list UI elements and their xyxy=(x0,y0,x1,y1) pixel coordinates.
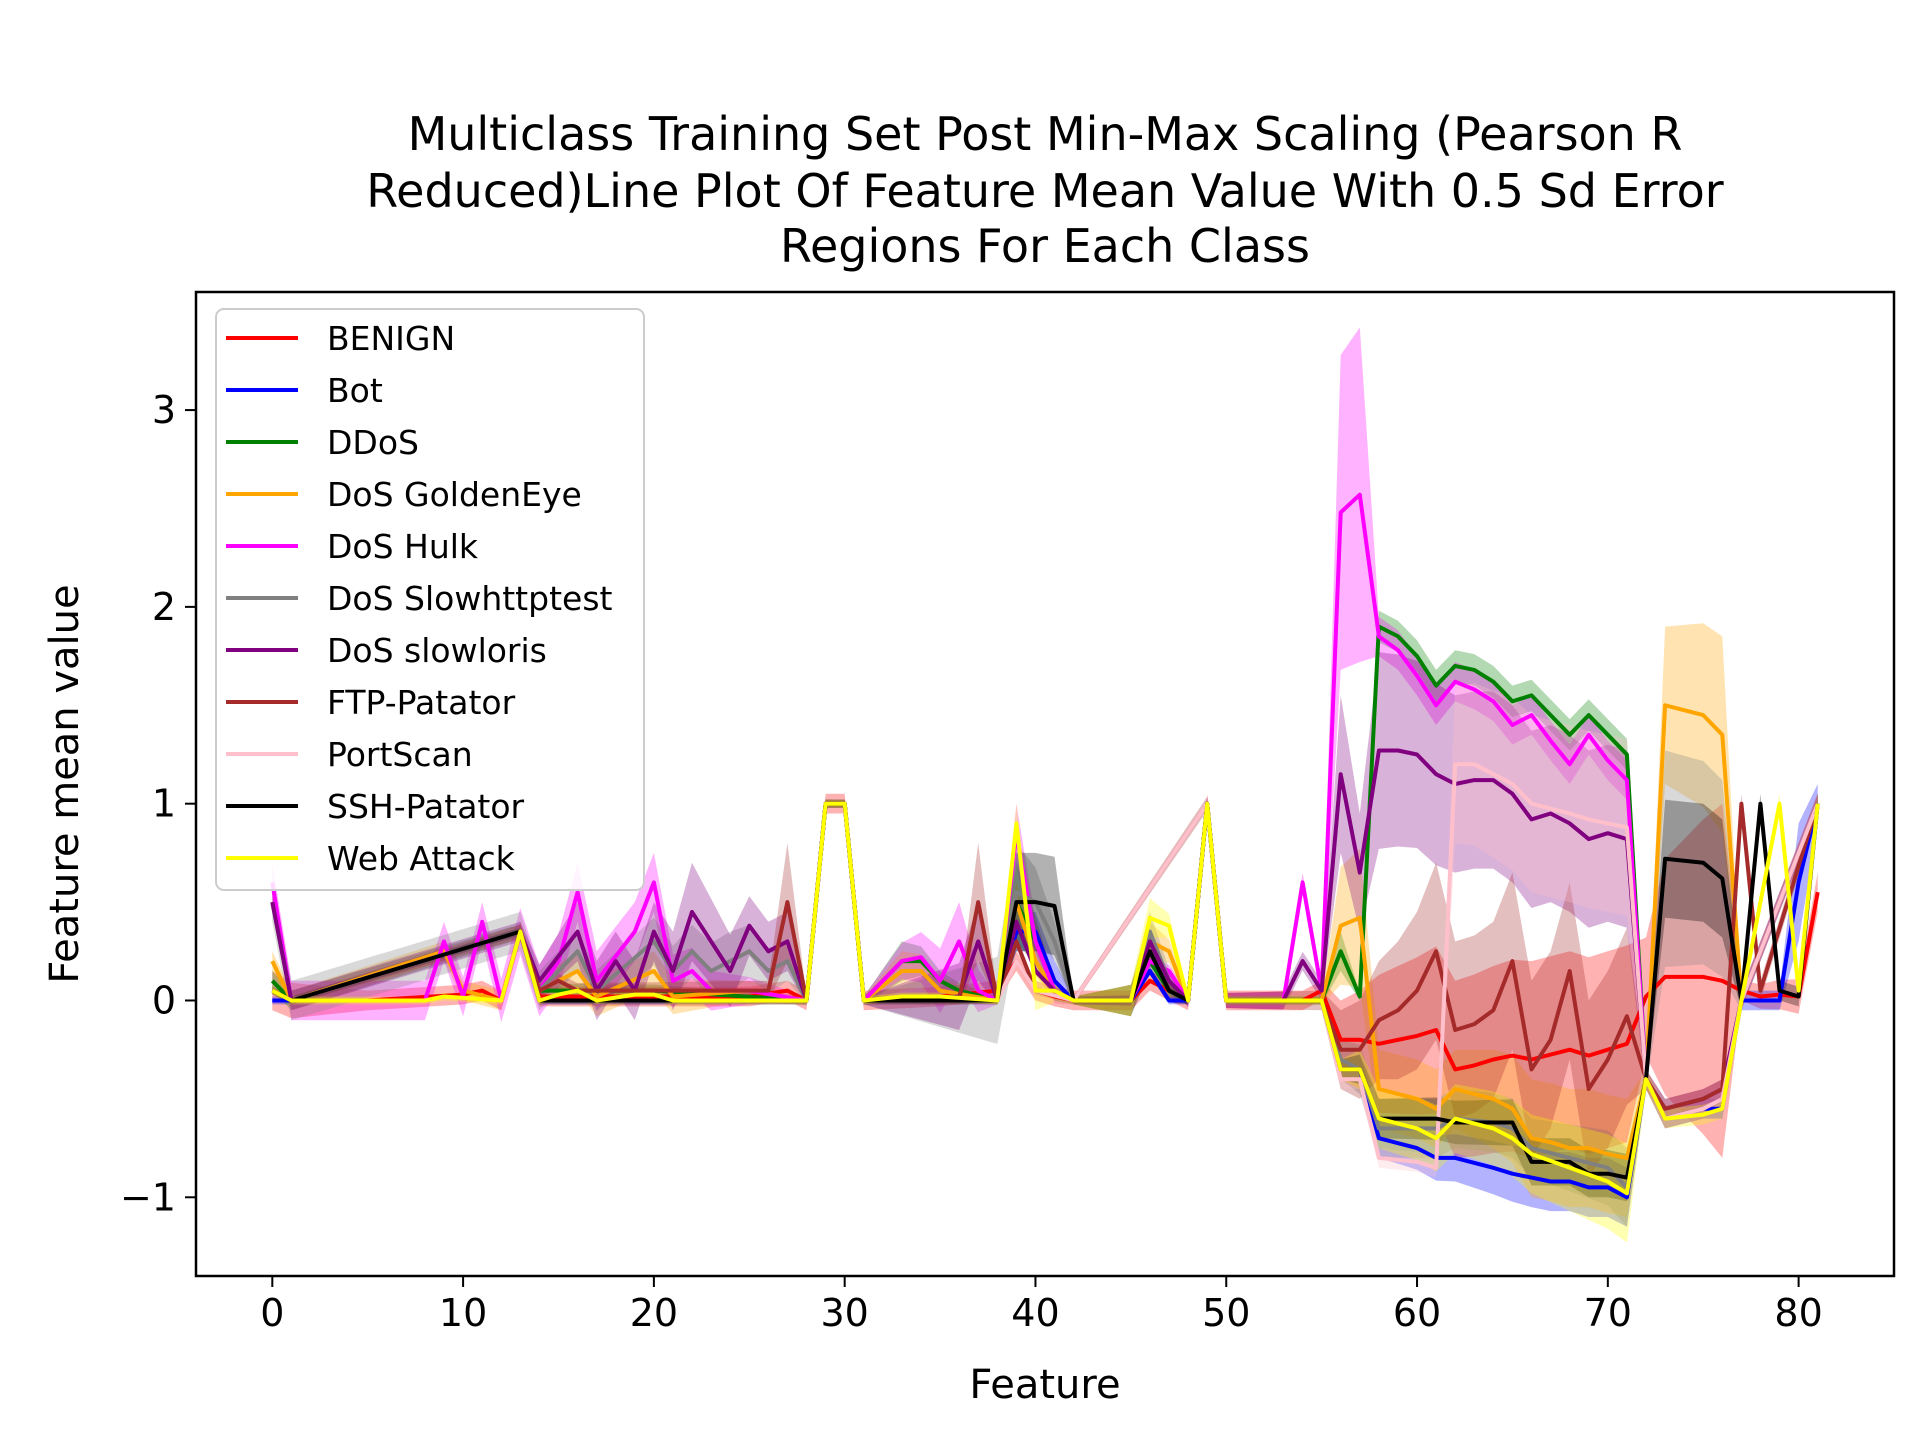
x-tick-label: 60 xyxy=(1393,1291,1441,1335)
title-line: Multiclass Training Set Post Min-Max Sca… xyxy=(408,107,1683,161)
series-line xyxy=(270,748,1820,1111)
y-tick-label: 2 xyxy=(152,585,176,629)
x-axis-label: Feature xyxy=(969,1362,1120,1408)
y-tick-label: 1 xyxy=(152,782,176,826)
error-band xyxy=(272,327,1818,1129)
error-band xyxy=(272,623,1818,1217)
x-tick-label: 50 xyxy=(1202,1291,1250,1335)
legend-label: FTP-Patator xyxy=(327,683,516,722)
legend-label: PortScan xyxy=(327,735,473,774)
legend-label: Bot xyxy=(327,371,383,410)
error-band xyxy=(272,793,1818,1158)
y-tick-label: −1 xyxy=(120,1175,176,1219)
legend-label: SSH-Patator xyxy=(327,787,525,826)
legend-label: DoS GoldenEye xyxy=(327,475,582,514)
y-axis: −1 0 1 2 3 xyxy=(120,388,196,1219)
legend-label: DDoS xyxy=(327,423,419,462)
series-line xyxy=(271,801,1820,1196)
x-tick-label: 80 xyxy=(1774,1291,1822,1335)
chart-title: Multiclass Training Set Post Min-Max Sca… xyxy=(366,107,1724,273)
legend: BENIGN Bot DDoS DoS GoldenEye DoS Hulk DoS Sl… xyxy=(215,308,645,891)
legend-label: DoS Hulk xyxy=(327,527,479,566)
y-tick-label: 3 xyxy=(152,388,176,432)
x-tick-label: 10 xyxy=(439,1291,487,1335)
error-band xyxy=(272,793,1818,1178)
legend-box xyxy=(215,308,645,891)
legend-label: BENIGN xyxy=(327,319,455,358)
title-line: Reduced)Line Plot Of Feature Mean Value … xyxy=(366,164,1724,218)
x-axis: 0 10 20 30 40 50 60 70 80 xyxy=(260,1276,1823,1335)
title-line: Regions For Each Class xyxy=(780,219,1310,273)
legend-label: Web Attack xyxy=(327,839,516,878)
x-tick-label: 20 xyxy=(630,1291,678,1335)
error-band xyxy=(272,793,1818,1202)
x-tick-label: 70 xyxy=(1584,1291,1632,1335)
y-axis-label: Feature mean value xyxy=(42,584,88,983)
x-tick-label: 40 xyxy=(1011,1291,1059,1335)
legend-label: DoS slowloris xyxy=(327,631,547,670)
series-lines xyxy=(270,492,1820,1200)
x-tick-label: 30 xyxy=(820,1291,868,1335)
plot-frame xyxy=(194,290,1896,1278)
x-tick-label: 0 xyxy=(260,1291,284,1335)
series-line xyxy=(271,801,1820,1111)
legend-label: DoS Slowhttptest xyxy=(327,579,613,618)
y-tick-label: 0 xyxy=(152,978,176,1022)
